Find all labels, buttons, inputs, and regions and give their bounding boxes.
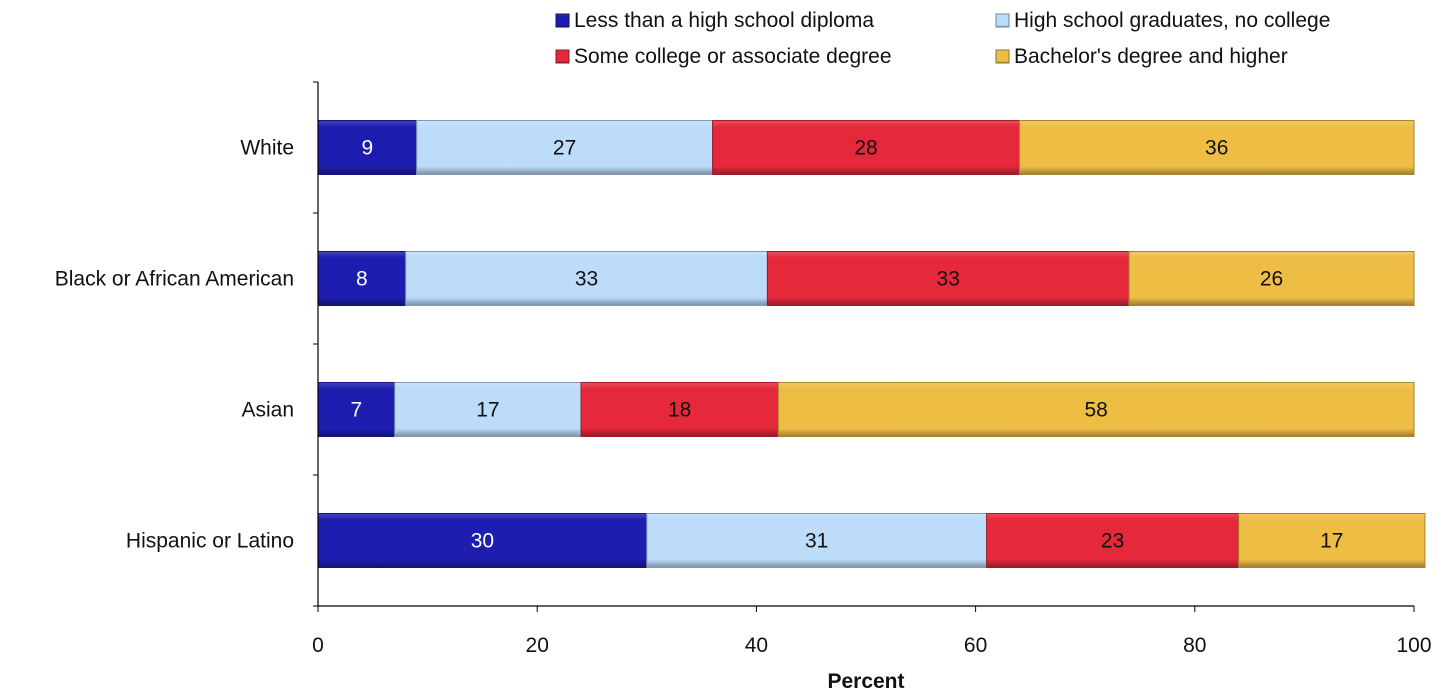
data-label: 33 [575,268,598,291]
bar-segment-less-than-a-high-school-diploma [317,251,407,306]
legend-item-high-school-graduates-no-college: High school graduates, no college [995,9,1330,32]
legend-label: High school graduates, no college [1014,9,1330,32]
bar-group-black-or-african-american: 8 33 33 26 [317,251,1415,306]
data-label: 33 [937,268,960,291]
legend-item-some-college-or-associate-degree: Some college or associate degree [555,45,892,68]
data-label: 26 [1260,268,1283,291]
x-tick-label: 20 [526,634,549,657]
bar-segment-some-college-or-associate-degree [986,513,1240,568]
bar-segment-some-college-or-associate-degree [712,120,1020,175]
data-label: 17 [476,399,499,422]
legend-swatch [555,49,570,64]
bar-segment-high-school-graduates-no-college [394,382,582,437]
bars: 9 27 28 36 8 33 33 26 7 17 18 58 30 31 23 17 [317,120,1426,568]
legend-item-bachelor-s-degree-and-higher: Bachelor's degree and higher [995,45,1288,68]
data-label: 27 [553,137,576,160]
category-label-white: White [240,137,294,160]
data-label: 17 [1320,530,1343,553]
legend-swatch [995,13,1010,28]
data-label: 28 [854,137,877,160]
bar-segment-less-than-a-high-school-diploma [317,513,648,568]
bar-segment-bachelor-s-degree-and-higher [1018,120,1415,175]
bar-segment-bachelor-s-degree-and-higher [1238,513,1426,568]
bar-group-white: 9 27 28 36 [317,120,1415,175]
data-label: 9 [361,137,373,160]
legend-item-less-than-a-high-school-diploma: Less than a high school diploma [555,9,874,32]
bar-segment-high-school-graduates-no-college [416,120,714,175]
data-label: 31 [805,530,828,553]
category-label-asian: Asian [241,399,294,422]
bar-group-asian: 7 17 18 58 [317,382,1415,437]
bar-segment-bachelor-s-degree-and-higher [777,382,1415,437]
category-label-hispanic-or-latino: Hispanic or Latino [126,530,294,553]
legend-label: Bachelor's degree and higher [1014,45,1288,68]
legend-label: Less than a high school diploma [574,9,874,32]
x-tick-label: 100 [1396,634,1431,657]
axes: White Black or African American Asian Hispa… [55,81,1432,693]
legend-swatch [995,49,1010,64]
x-tick-label: 80 [1183,634,1206,657]
data-label: 36 [1205,137,1228,160]
bar-segment-high-school-graduates-no-college [405,251,768,306]
bar-segment-bachelor-s-degree-and-higher [1128,251,1415,306]
data-label: 18 [668,399,691,422]
x-tick-label: 0 [312,634,324,657]
legend-label: Some college or associate degree [574,45,892,68]
x-tick-label: 60 [964,634,987,657]
bar-segment-some-college-or-associate-degree [766,251,1130,306]
data-label: 58 [1084,399,1107,422]
x-tick-label: 40 [745,634,768,657]
bar-segment-high-school-graduates-no-college [646,513,988,568]
legend-swatch [555,13,570,28]
data-label: 23 [1101,530,1124,553]
data-label: 8 [356,268,368,291]
bar-segment-less-than-a-high-school-diploma [317,120,418,175]
legend: Less than a high school diploma High scho… [555,9,1330,68]
data-label: 7 [351,399,363,422]
bar-group-hispanic-or-latino: 30 31 23 17 [317,513,1426,568]
x-axis-title: Percent [827,670,904,693]
data-label: 30 [471,530,494,553]
category-label-black-or-african-american: Black or African American [55,268,294,291]
